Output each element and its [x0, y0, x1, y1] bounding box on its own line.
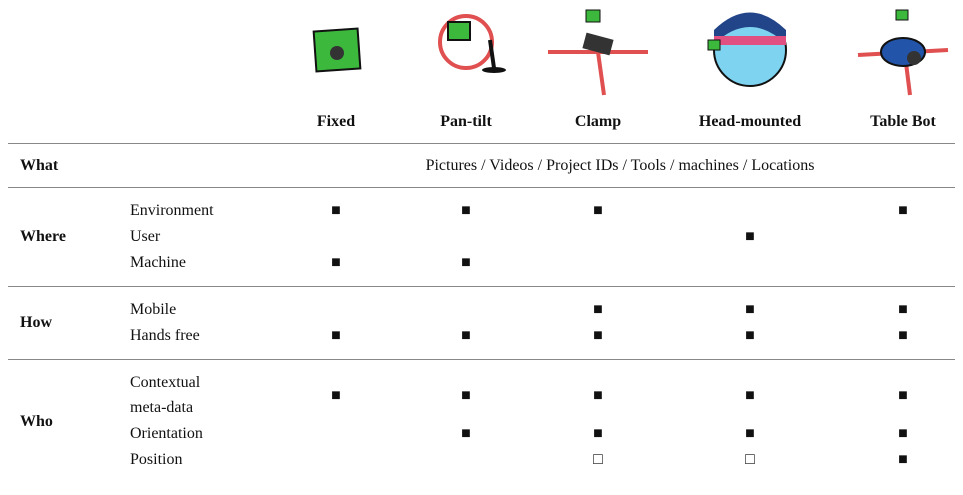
- mark: ■: [745, 386, 755, 404]
- mark: ■: [898, 451, 908, 468]
- mark: ■: [593, 327, 603, 344]
- mark: ■: [461, 327, 471, 344]
- mark: ■: [461, 254, 471, 271]
- table-bot-icon: [857, 9, 949, 96]
- mark: ■: [331, 327, 341, 344]
- mark: ■: [745, 327, 755, 344]
- column-header: Pan-tilt: [440, 113, 492, 130]
- row-rule: [8, 143, 955, 144]
- row-rule: [8, 359, 955, 360]
- row-label: Machine: [130, 254, 186, 271]
- row-label: meta-data: [130, 399, 194, 416]
- group-label: Where: [20, 228, 66, 245]
- row-label: Position: [130, 451, 183, 468]
- row-rule: [8, 187, 955, 188]
- group-label: Who: [20, 412, 53, 430]
- row-label: Mobile: [130, 301, 177, 318]
- row-label: User: [130, 228, 161, 245]
- column-header: Table Bot: [870, 113, 936, 130]
- mark: ■: [898, 202, 908, 219]
- mark: ■: [331, 254, 341, 271]
- camera-icons: [312, 9, 949, 96]
- pan-tilt-icon: [438, 14, 506, 73]
- mark: ■: [898, 425, 908, 442]
- mark: ■: [461, 386, 471, 404]
- fixed-icon: [312, 27, 362, 73]
- column-header: Head-mounted: [698, 113, 802, 130]
- row-rule: [8, 286, 955, 287]
- column-header: Fixed: [316, 113, 356, 130]
- row-label: Environment: [130, 202, 214, 219]
- row-label: Contextual: [130, 374, 201, 391]
- mark: ■: [593, 386, 603, 404]
- mark: ■: [461, 202, 471, 219]
- head-mounted-icon: [707, 12, 787, 87]
- mark: ■: [745, 301, 755, 318]
- mark: ■: [898, 301, 908, 318]
- what-text: Pictures / Videos / Project IDs / Tools …: [425, 157, 815, 174]
- mark: ■: [331, 386, 341, 404]
- row-label: Hands free: [130, 327, 200, 344]
- group-label: How: [20, 314, 52, 331]
- mark: □: [745, 451, 755, 468]
- mark: ■: [593, 301, 603, 318]
- mark: ■: [461, 425, 471, 442]
- mark: ■: [898, 386, 908, 404]
- mark: □: [593, 451, 603, 468]
- mark: ■: [745, 228, 755, 245]
- mark: ■: [898, 327, 908, 344]
- clamp-icon: [548, 9, 648, 96]
- mark: ■: [593, 202, 603, 219]
- mark: ■: [331, 202, 341, 219]
- column-header: Clamp: [574, 113, 622, 130]
- row-label: Orientation: [130, 425, 203, 442]
- group-label: What: [20, 157, 59, 174]
- mark: ■: [593, 425, 603, 442]
- mark: ■: [745, 425, 755, 442]
